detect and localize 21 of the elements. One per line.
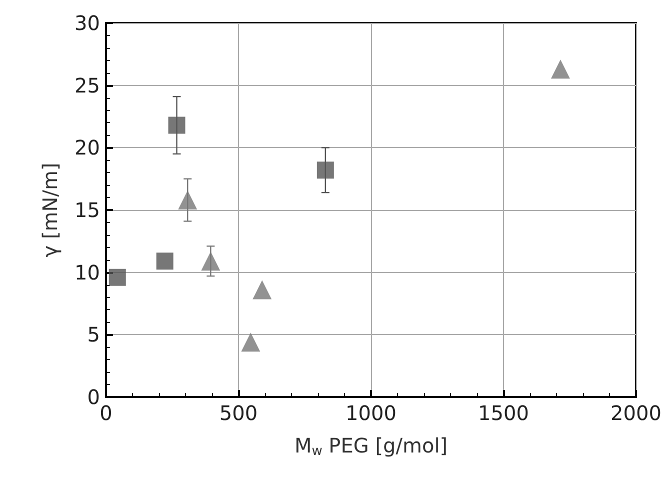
y-tick-label: 20 bbox=[74, 136, 100, 160]
x-tick-label: 1500 bbox=[478, 401, 529, 425]
point bbox=[168, 116, 186, 134]
point bbox=[108, 268, 126, 286]
y-tick-label: 15 bbox=[74, 198, 100, 222]
y-tick-label: 10 bbox=[74, 260, 100, 284]
y-tick-label: 5 bbox=[87, 322, 100, 347]
y-tick-label: 30 bbox=[74, 11, 100, 35]
point bbox=[178, 190, 198, 210]
x-tick-label: 1000 bbox=[346, 401, 396, 425]
x-tick-label: 500 bbox=[219, 401, 258, 425]
y-tick-label: 0 bbox=[87, 385, 100, 409]
point bbox=[241, 332, 260, 352]
x-tick-label: 2000 bbox=[610, 401, 662, 425]
y-axis-title: γ [mN/m] bbox=[38, 162, 62, 258]
point bbox=[316, 162, 334, 179]
y-tick-label: 25 bbox=[74, 73, 100, 98]
point bbox=[550, 60, 570, 79]
point bbox=[201, 252, 220, 271]
point bbox=[156, 252, 174, 270]
point bbox=[252, 280, 272, 300]
